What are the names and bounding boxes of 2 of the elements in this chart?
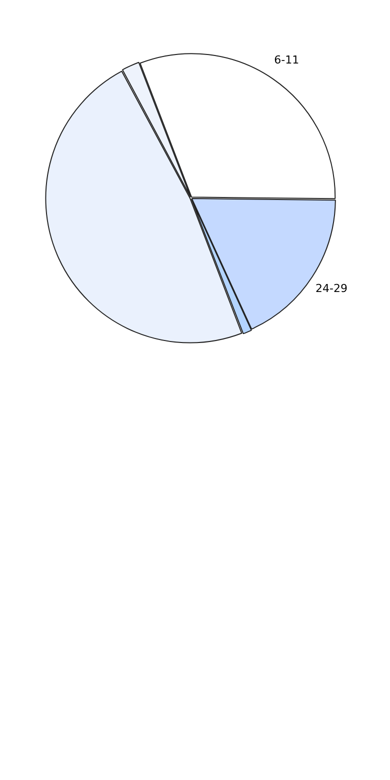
slice-label: 24-29: [315, 282, 348, 296]
slice-label: 6-11: [274, 53, 300, 66]
